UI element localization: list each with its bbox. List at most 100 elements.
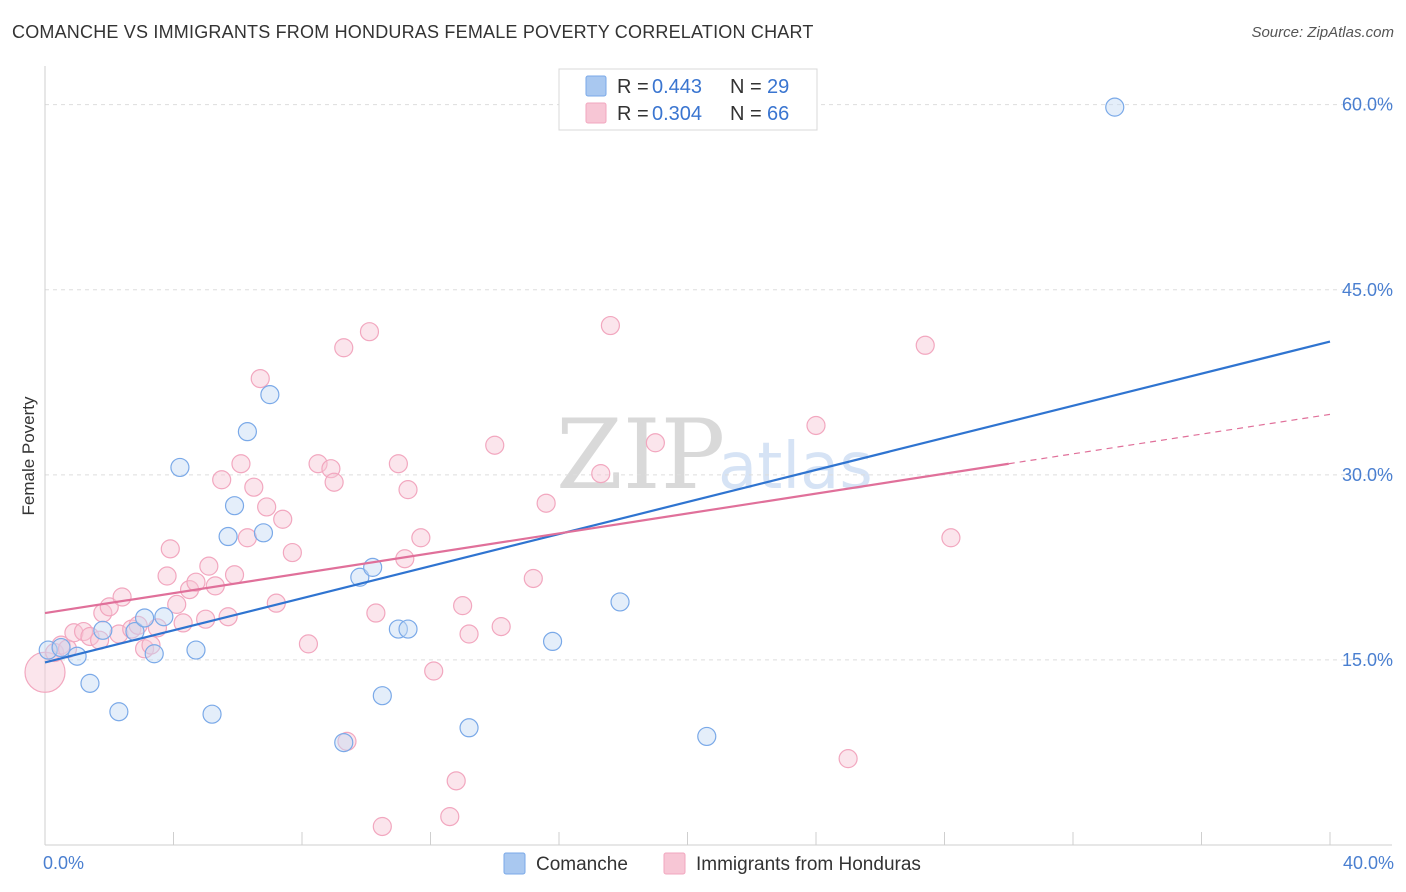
- data-point: [645, 433, 665, 453]
- data-point: [388, 619, 408, 639]
- data-point: [453, 596, 473, 616]
- data-point: [202, 704, 222, 724]
- data-point: [334, 732, 354, 753]
- data-point: [273, 509, 293, 529]
- data-point: [224, 496, 245, 516]
- data-point: [459, 624, 479, 644]
- x-tick-label-max: 40.0%: [1343, 853, 1394, 873]
- data-point: [109, 702, 129, 722]
- data-point: [523, 568, 543, 589]
- data-point: [542, 631, 563, 652]
- legend-n-label-comanche: N =: [730, 76, 762, 98]
- chart-title: COMANCHE VS IMMIGRANTS FROM HONDURAS FEM…: [12, 22, 814, 42]
- data-point: [199, 556, 219, 576]
- series-comanche-points: [38, 97, 1125, 753]
- trend-line-honduras: [44, 462, 1009, 615]
- data-point: [112, 587, 132, 607]
- data-point: [806, 415, 826, 436]
- bottom-legend: Comanche Immigrants from Honduras: [503, 852, 921, 875]
- y-axis-title: Female Poverty: [19, 396, 38, 516]
- data-point: [170, 457, 190, 478]
- data-point: [591, 464, 611, 484]
- watermark-zip: ZIP: [556, 399, 725, 511]
- x-axis-ticks: [44, 832, 1331, 845]
- data-point: [388, 454, 408, 474]
- data-point: [244, 477, 264, 497]
- data-point: [231, 454, 251, 474]
- x-tick-label-min: 0.0%: [43, 853, 84, 873]
- trend-lines: [44, 340, 1331, 664]
- data-point: [218, 526, 238, 547]
- data-point: [154, 607, 174, 627]
- watermark-atlas: atlas: [718, 430, 873, 504]
- data-point: [411, 528, 431, 548]
- series-honduras-points: [24, 315, 961, 837]
- bottom-legend-swatch-comanche: [503, 852, 526, 875]
- data-point: [610, 592, 630, 612]
- data-point: [446, 771, 466, 791]
- data-point: [334, 338, 354, 358]
- data-point: [80, 673, 100, 693]
- data-point: [64, 623, 84, 643]
- legend-n-value-comanche: 29: [767, 76, 789, 98]
- data-point: [372, 686, 392, 706]
- data-point: [1105, 97, 1125, 117]
- data-point: [324, 472, 344, 492]
- legend-r-value-comanche: 0.443: [652, 76, 702, 98]
- legend-swatch-comanche: [585, 75, 607, 97]
- data-point: [491, 617, 511, 637]
- data-point: [196, 609, 216, 629]
- data-point: [157, 566, 177, 586]
- data-point: [697, 726, 717, 747]
- watermark: ZIP atlas: [556, 399, 873, 511]
- source-label: Source: ZipAtlas.com: [1251, 24, 1394, 41]
- data-point: [224, 565, 245, 585]
- data-point: [398, 480, 418, 500]
- legend-r-label-honduras: R =: [617, 103, 649, 125]
- bottom-legend-swatch-honduras: [663, 852, 686, 875]
- data-point: [144, 644, 164, 664]
- data-point: [282, 542, 302, 563]
- data-point: [298, 634, 319, 654]
- data-point: [260, 385, 280, 405]
- data-point: [250, 368, 270, 389]
- legend-n-label-honduras: N =: [730, 103, 762, 125]
- data-point: [398, 619, 418, 639]
- data-point: [536, 493, 556, 513]
- data-point: [24, 651, 66, 693]
- bottom-legend-label-honduras: Immigrants from Honduras: [696, 854, 921, 875]
- data-point: [186, 572, 206, 592]
- data-point: [941, 528, 961, 548]
- data-point: [372, 816, 392, 837]
- data-point: [237, 528, 257, 548]
- data-point: [308, 454, 328, 474]
- data-point: [73, 621, 94, 642]
- data-point: [838, 749, 858, 769]
- data-point: [167, 594, 187, 614]
- data-point: [212, 470, 232, 490]
- legend-r-label-comanche: R =: [617, 76, 649, 98]
- data-point: [160, 539, 180, 559]
- legend-n-value-honduras: 66: [767, 103, 789, 125]
- data-point: [440, 807, 460, 827]
- legend-swatch-honduras: [585, 102, 607, 124]
- y-tick-label: 30.0%: [1342, 465, 1393, 485]
- legend-r-value-honduras: 0.304: [652, 103, 702, 125]
- trend-line-comanche: [44, 340, 1331, 664]
- y-tick-label: 60.0%: [1342, 95, 1393, 115]
- data-point: [424, 661, 444, 681]
- data-point: [93, 620, 113, 640]
- legend: R = 0.443 N = 29 R = 0.304 N = 66: [558, 68, 818, 131]
- bottom-legend-label-comanche: Comanche: [536, 854, 628, 875]
- y-tick-label: 45.0%: [1342, 280, 1393, 300]
- data-point: [915, 335, 935, 355]
- data-point: [359, 322, 380, 342]
- data-point: [459, 718, 479, 738]
- data-point: [186, 640, 206, 660]
- y-tick-label: 15.0%: [1342, 650, 1393, 670]
- data-point: [237, 422, 257, 442]
- data-point: [337, 731, 357, 751]
- data-point: [485, 435, 505, 455]
- y-tick-labels: 15.0% 30.0% 45.0% 60.0%: [1342, 95, 1393, 670]
